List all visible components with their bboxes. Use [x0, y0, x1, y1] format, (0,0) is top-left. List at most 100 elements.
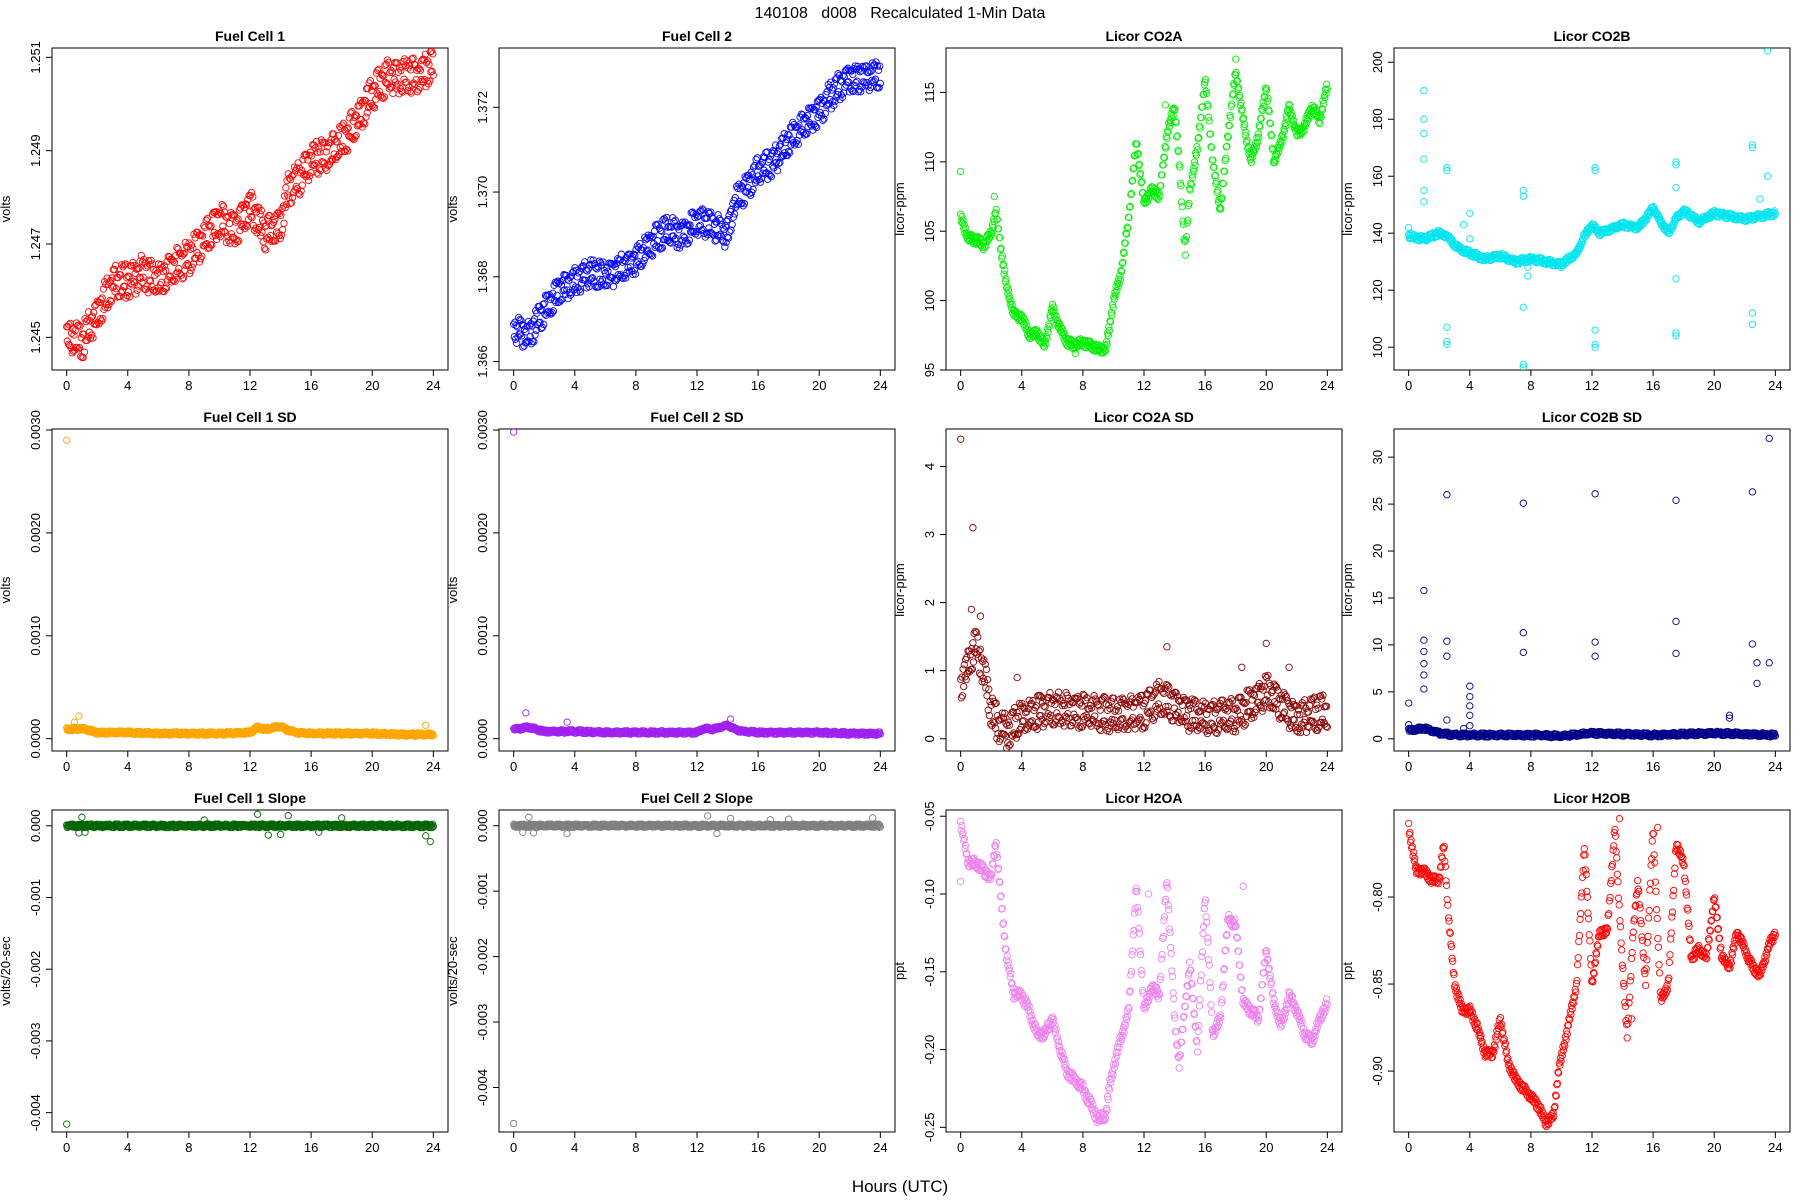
data-point	[146, 277, 155, 285]
data-point	[1058, 701, 1066, 710]
data-point	[813, 123, 821, 132]
data-point	[987, 701, 995, 709]
data-point	[1769, 208, 1778, 217]
x-tick-label: 20	[812, 759, 826, 774]
data-point	[1179, 718, 1187, 726]
data-point	[1236, 101, 1245, 110]
data-point	[1119, 695, 1128, 704]
data-point	[1045, 322, 1054, 330]
x-tick-label: 0	[63, 759, 70, 774]
data-point	[961, 655, 970, 664]
data-point	[760, 166, 768, 174]
data-point	[151, 271, 159, 280]
data-point	[1771, 210, 1779, 218]
outlier-point	[1161, 101, 1170, 109]
data-point	[362, 113, 370, 121]
data-point	[823, 88, 831, 96]
data-point	[347, 134, 355, 142]
data-point	[116, 271, 125, 279]
data-point	[422, 58, 431, 67]
data-point	[1104, 331, 1112, 340]
data-point	[959, 665, 967, 673]
data-point	[847, 67, 856, 75]
y-tick-label: 0.0000	[28, 719, 43, 759]
data-point	[1288, 112, 1297, 120]
data-point	[1047, 699, 1055, 707]
data-point	[960, 220, 968, 229]
data-point	[528, 322, 536, 330]
data-point	[1323, 702, 1331, 711]
data-points	[510, 429, 884, 739]
data-point	[765, 170, 773, 178]
data-point	[110, 283, 118, 291]
data-point	[774, 147, 782, 155]
data-point	[1192, 151, 1200, 159]
data-point	[803, 111, 812, 120]
plot-frame	[498, 47, 896, 371]
outlier-point	[1420, 186, 1428, 195]
data-point	[1264, 671, 1272, 680]
data-point	[1672, 215, 1680, 223]
data-point	[536, 306, 545, 315]
data-point	[1099, 349, 1107, 357]
data-point	[776, 140, 785, 148]
data-point	[1133, 717, 1142, 725]
x-tick-label: 0	[1405, 378, 1412, 393]
data-point	[1109, 719, 1117, 727]
data-point	[216, 208, 224, 216]
y-tick-label: 1.366	[475, 345, 490, 378]
data-point	[682, 237, 690, 245]
data-point	[281, 204, 289, 212]
data-point	[783, 135, 791, 144]
data-point	[261, 246, 270, 254]
y-tick-label: 3	[922, 531, 937, 538]
data-point	[177, 271, 185, 279]
data-point	[1308, 717, 1317, 725]
data-point	[1296, 710, 1304, 719]
x-tick-label: 20	[1707, 759, 1721, 774]
y-axis-label: volts	[0, 576, 13, 603]
data-point	[397, 66, 405, 75]
data-point	[836, 95, 844, 104]
data-point	[1044, 710, 1052, 718]
data-point	[171, 277, 179, 286]
data-point	[1157, 685, 1166, 693]
y-tick-label: 2	[922, 599, 937, 606]
data-point	[1290, 117, 1298, 125]
data-point	[739, 202, 747, 210]
data-point	[424, 57, 432, 65]
data-point	[76, 322, 84, 330]
outlier-point	[70, 718, 78, 726]
data-point	[972, 628, 981, 637]
data-point	[1193, 726, 1202, 735]
data-point	[524, 317, 533, 326]
data-point	[1232, 68, 1240, 77]
data-point	[288, 172, 296, 180]
data-point	[82, 317, 90, 326]
data-point	[852, 78, 860, 87]
data-point	[573, 288, 581, 297]
data-point	[1171, 710, 1180, 719]
panel-title: Licor CO2A	[1105, 28, 1182, 44]
data-point	[344, 124, 352, 132]
data-point	[996, 234, 1004, 242]
data-point	[1041, 703, 1049, 711]
data-point	[958, 212, 966, 221]
data-point	[1141, 697, 1150, 705]
data-point	[1118, 259, 1126, 267]
data-point	[584, 265, 592, 273]
data-point	[1100, 693, 1108, 701]
data-point	[1125, 203, 1134, 211]
data-point	[1141, 723, 1149, 732]
data-point	[70, 331, 78, 339]
data-point	[1215, 703, 1223, 711]
data-point	[106, 296, 114, 305]
data-point	[1423, 233, 1431, 241]
figure-title: 140108 d008 Recalculated 1-Min Data	[755, 5, 1046, 22]
outlier-point	[1748, 144, 1757, 152]
data-point	[1116, 276, 1125, 284]
x-tick-label: 24	[1320, 378, 1334, 393]
y-tick-label: 115	[922, 82, 937, 103]
data-point	[1178, 203, 1186, 211]
data-point	[1127, 189, 1136, 198]
